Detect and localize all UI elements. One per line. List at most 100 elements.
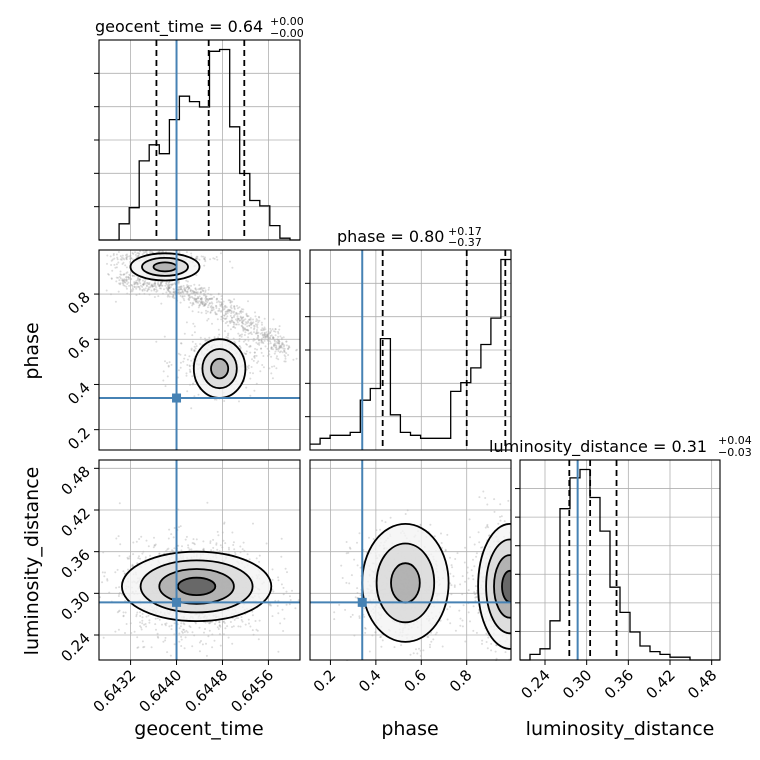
sample-point	[194, 622, 197, 625]
histogram-luminosity-distance	[520, 468, 720, 661]
sample-point	[150, 285, 153, 287]
sample-point	[122, 611, 125, 614]
sample-point	[179, 361, 182, 364]
sample-point	[217, 336, 220, 339]
sample-point	[198, 650, 201, 653]
sample-point	[474, 596, 477, 599]
sample-point	[117, 251, 120, 253]
sample-point	[204, 300, 207, 303]
sample-point	[347, 551, 350, 554]
sample-point	[255, 628, 258, 631]
sample-point	[230, 310, 233, 313]
sample-point	[247, 329, 250, 332]
sample-point	[198, 287, 201, 290]
sample-point	[117, 610, 120, 613]
sample-point	[173, 547, 176, 550]
sample-point	[232, 321, 235, 324]
sample-point	[122, 257, 125, 260]
sample-point	[145, 246, 147, 248]
sample-point	[281, 341, 284, 344]
sample-point	[514, 605, 516, 607]
sample-point	[253, 356, 256, 359]
sample-point	[281, 608, 284, 611]
sample-point	[481, 546, 484, 549]
sample-point	[185, 374, 188, 377]
sample-point	[160, 282, 163, 285]
sample-point	[118, 282, 121, 285]
sample-point	[177, 282, 180, 285]
sample-point	[186, 364, 189, 366]
sample-point	[110, 277, 113, 280]
sample-point	[255, 341, 258, 344]
sample-point	[173, 643, 176, 646]
sample-point	[234, 323, 237, 326]
sample-point	[113, 263, 116, 266]
sample-point	[138, 253, 141, 255]
sample-point	[202, 548, 205, 551]
sample-point	[123, 258, 126, 261]
sample-point	[260, 351, 263, 354]
sample-point	[522, 543, 524, 545]
sample-point	[237, 317, 240, 320]
sample-point	[137, 252, 140, 255]
sample-point	[380, 635, 382, 638]
sample-point	[449, 556, 451, 559]
sample-point	[118, 586, 121, 589]
sample-point	[203, 264, 206, 267]
sample-point	[223, 317, 226, 320]
sample-point	[140, 535, 143, 538]
sample-point	[229, 300, 232, 302]
sample-point	[200, 287, 202, 290]
sample-point	[522, 598, 524, 600]
sample-point	[107, 273, 110, 276]
sample-point	[110, 259, 113, 262]
sample-point	[190, 252, 193, 255]
sample-point	[178, 251, 181, 254]
sample-point	[252, 372, 254, 375]
sample-point	[132, 553, 135, 556]
sample-point	[189, 626, 192, 629]
sample-point	[264, 335, 267, 338]
sample-point	[256, 332, 259, 335]
sample-point	[393, 646, 396, 649]
sample-point	[229, 309, 231, 312]
sample-point	[119, 273, 122, 276]
sample-points-layer	[99, 246, 530, 661]
sample-point	[200, 302, 203, 305]
sample-point	[134, 282, 137, 285]
xtick-label-phase: 0.2	[310, 666, 340, 696]
sample-point	[243, 352, 246, 355]
sample-point	[195, 257, 198, 260]
sample-point	[126, 283, 129, 285]
sample-point	[206, 501, 209, 504]
sample-point	[280, 583, 283, 586]
sample-point	[527, 550, 529, 552]
sample-point	[464, 580, 467, 583]
sample-point	[218, 621, 221, 624]
sample-point	[218, 624, 221, 627]
sample-point	[235, 617, 238, 620]
sample-point	[122, 615, 125, 618]
sample-point	[139, 557, 142, 560]
sample-point	[264, 337, 267, 339]
sample-point	[435, 631, 438, 634]
sample-point	[181, 545, 183, 548]
sample-point	[260, 340, 263, 343]
sample-point	[227, 308, 230, 311]
sample-point	[477, 612, 480, 614]
sample-point	[223, 620, 225, 623]
sample-point	[179, 525, 182, 528]
sample-point	[219, 252, 222, 255]
sample-point	[138, 285, 140, 288]
sample-point	[201, 288, 204, 291]
sample-point	[513, 593, 515, 595]
title-geocent-time-plus: +0.00	[270, 15, 304, 28]
sample-point	[433, 535, 436, 538]
sample-point	[147, 545, 150, 548]
sample-point	[515, 581, 517, 583]
sample-point	[257, 360, 260, 363]
sample-point	[224, 312, 227, 315]
sample-point	[528, 565, 530, 567]
sample-point	[527, 588, 529, 590]
sample-point	[278, 345, 281, 347]
